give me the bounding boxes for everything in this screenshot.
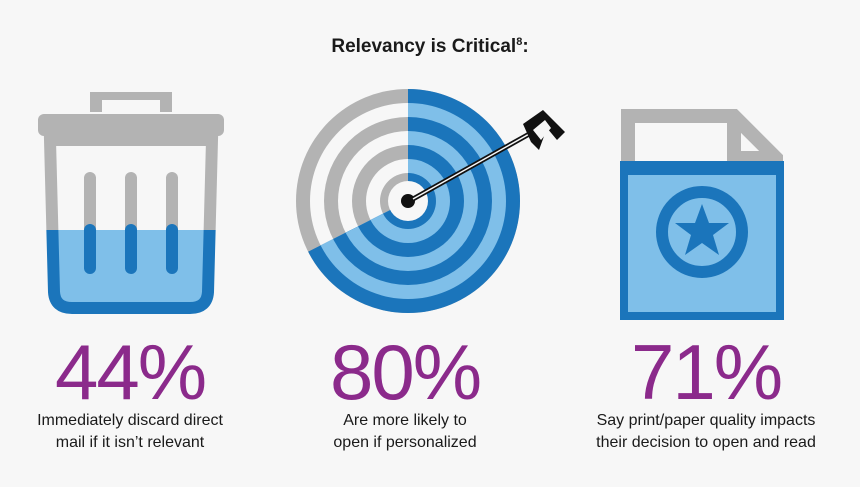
stat-description: Immediately discard direct mail if it is… [37,412,223,451]
stat-value: 80% [329,328,482,416]
stat-discard: 44% Immediately discard direct mail if i… [0,328,280,454]
page-title: Relevancy is Critical8: [331,36,529,57]
stat-value: 44% [54,328,207,416]
stat-value: 71% [630,328,783,416]
stat-quality: 71% Say print/paper quality impacts thei… [556,328,856,454]
trash-can-icon [38,92,224,314]
document-star-icon [620,109,784,320]
target-arrow-icon [296,89,565,313]
stat-personalized: 80% Are more likely to open if personali… [255,328,555,454]
stat-description: Are more likely to open if personalized [333,412,477,451]
stat-description: Say print/paper quality impacts their de… [596,412,816,451]
